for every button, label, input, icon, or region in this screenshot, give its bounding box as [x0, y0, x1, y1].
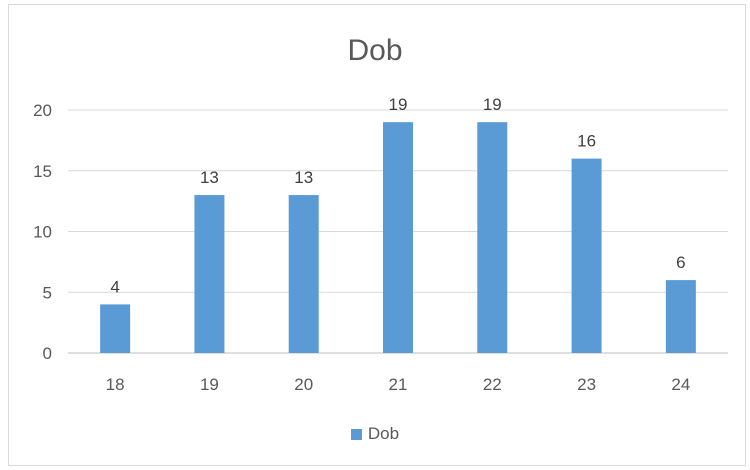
x-tick-label: 24	[671, 375, 690, 394]
data-label: 16	[577, 132, 596, 151]
legend-label: Dob	[367, 424, 400, 443]
data-label: 4	[110, 277, 119, 296]
data-label: 13	[294, 168, 313, 187]
legend: Dob	[0, 424, 750, 444]
bar	[288, 195, 319, 353]
data-label: 6	[676, 253, 685, 272]
x-tick-label: 18	[106, 375, 125, 394]
y-tick-label: 0	[43, 344, 52, 363]
data-label: 13	[200, 168, 219, 187]
x-tick-label: 20	[294, 375, 313, 394]
bar	[477, 122, 508, 354]
x-tick-label: 19	[200, 375, 219, 394]
x-tick-label: 22	[483, 375, 502, 394]
x-tick-label: 21	[389, 375, 408, 394]
legend-swatch	[350, 428, 362, 440]
bar	[571, 158, 602, 353]
bar	[383, 122, 413, 354]
y-tick-label: 15	[33, 162, 52, 181]
bar	[665, 280, 696, 353]
chart-frame	[8, 4, 746, 466]
data-label: 19	[389, 95, 408, 114]
y-tick-label: 10	[33, 223, 52, 242]
bar	[100, 304, 131, 353]
y-tick-label: 5	[43, 283, 52, 302]
data-label: 19	[483, 95, 502, 114]
y-tick-label: 20	[33, 101, 52, 120]
x-tick-label: 23	[577, 375, 596, 394]
bar	[194, 195, 225, 353]
chart-title: Dob	[347, 34, 403, 67]
